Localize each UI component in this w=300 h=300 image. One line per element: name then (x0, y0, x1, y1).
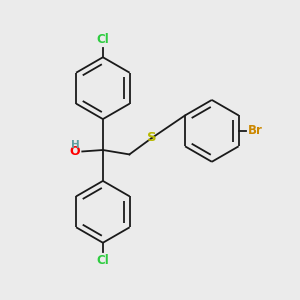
Text: H: H (71, 140, 80, 150)
Text: Cl: Cl (97, 33, 109, 46)
Text: O: O (69, 145, 80, 158)
Text: Br: Br (248, 124, 262, 137)
Text: S: S (147, 131, 156, 144)
Text: Cl: Cl (97, 254, 109, 267)
